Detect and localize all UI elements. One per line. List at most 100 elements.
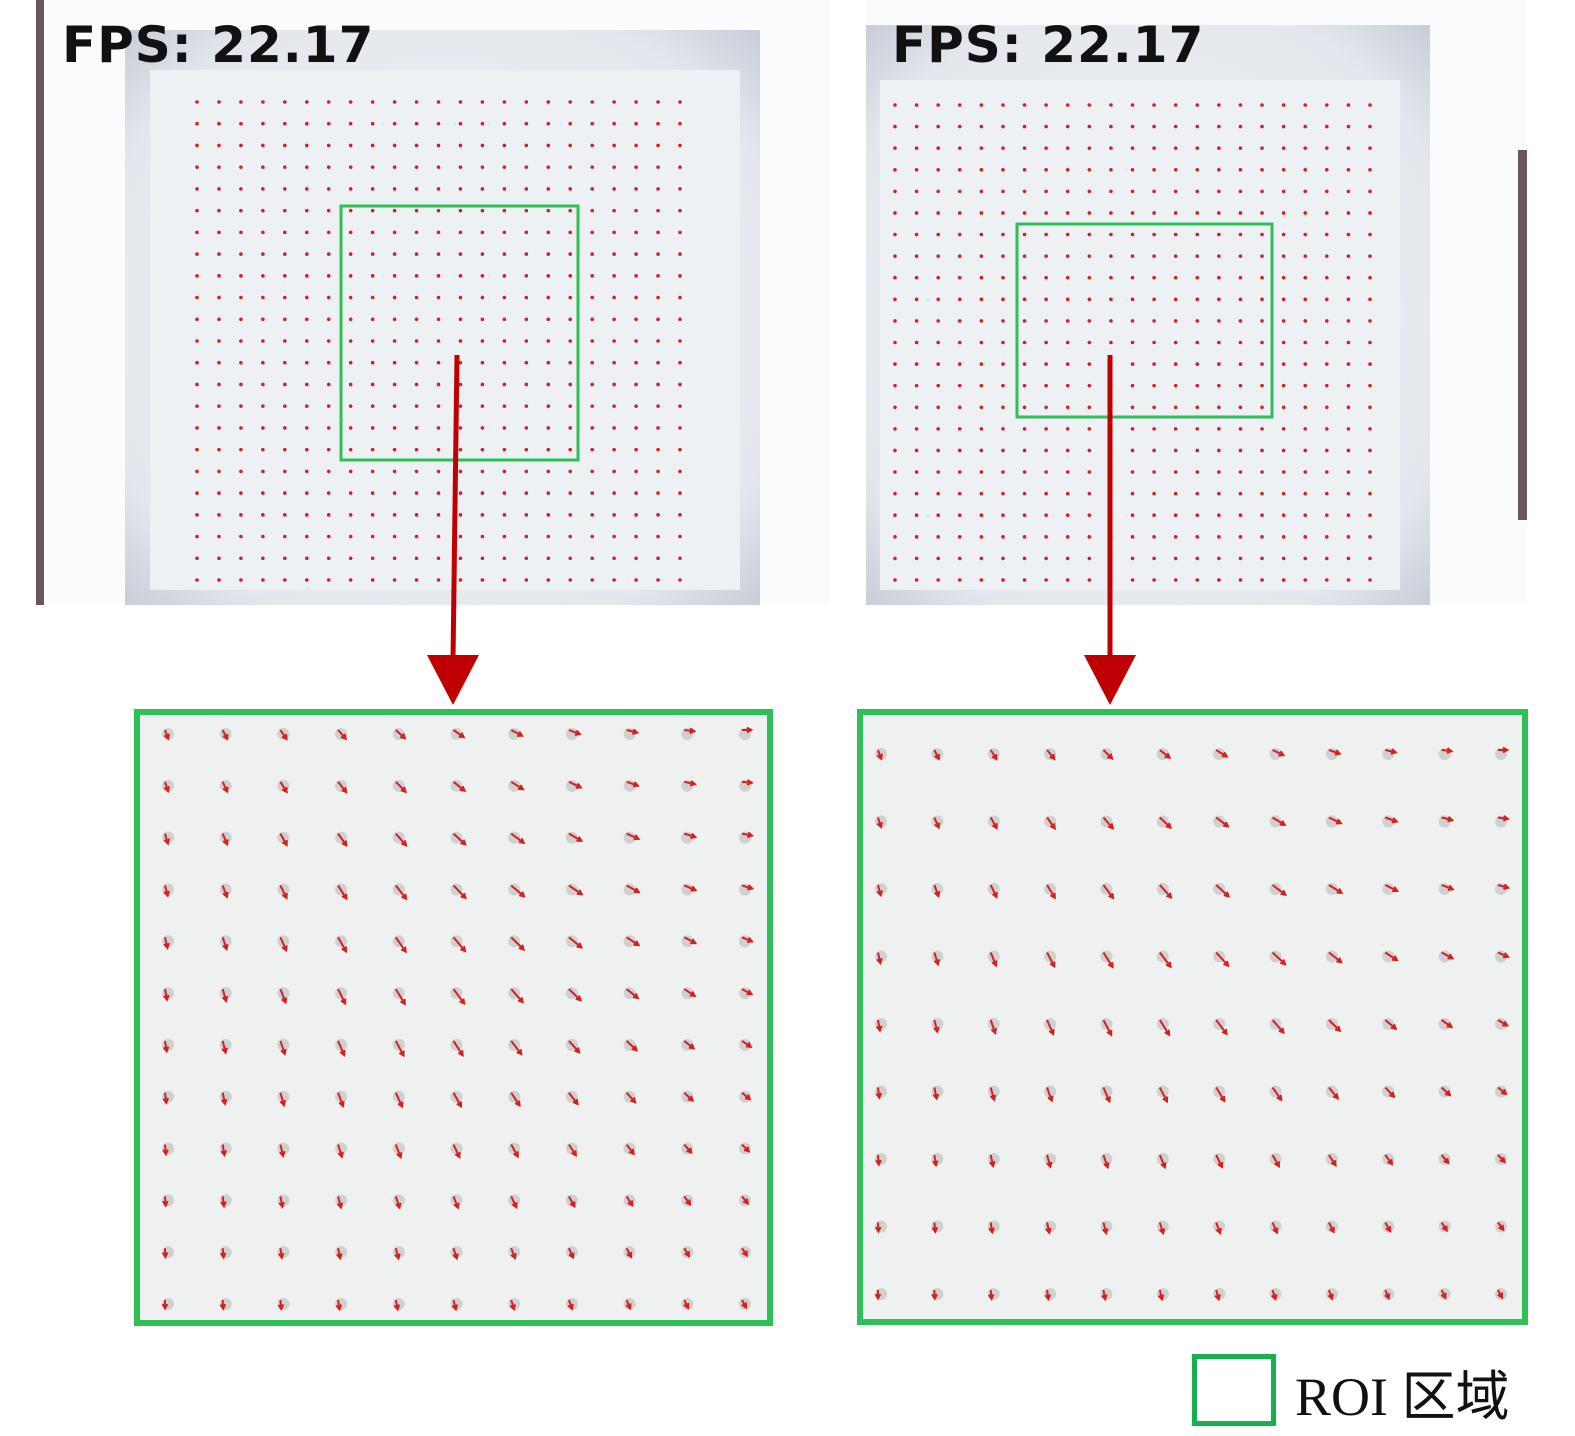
marker-dot [1173, 297, 1178, 302]
marker-dot [678, 187, 682, 191]
marker-dot [1368, 427, 1372, 431]
marker-dot [1281, 578, 1286, 582]
roi-box-left [339, 204, 580, 462]
marker-dot [480, 426, 485, 430]
marker-dot [1001, 167, 1005, 172]
displacement-arrow [452, 1195, 460, 1210]
marker-dot [1001, 513, 1005, 518]
marker-dot [936, 146, 940, 150]
marker-dot [1173, 340, 1178, 345]
displacement-arrow [683, 832, 698, 840]
marker-dot [893, 383, 897, 388]
marker-dot [217, 382, 221, 387]
marker-dot [1044, 491, 1048, 496]
marker-dot [480, 360, 485, 365]
marker-dot [1217, 146, 1221, 150]
marker-dot [1065, 319, 1070, 323]
marker-dot [326, 491, 331, 495]
marker-dot [546, 469, 551, 474]
marker-dot [612, 447, 616, 452]
marker-dot [1260, 405, 1264, 410]
displacement-arrow [279, 781, 288, 794]
marker-dot [414, 121, 419, 126]
displacement-arrow [337, 781, 348, 794]
marker-dot [1260, 297, 1264, 302]
marker-dot [1173, 124, 1178, 129]
marker-dot [370, 513, 375, 517]
marker-dot [1001, 448, 1005, 453]
marker-dot [590, 404, 594, 408]
marker-dot [1087, 470, 1092, 474]
marker-dot [1368, 297, 1372, 302]
marker-dot [392, 426, 397, 430]
marker-dot [1346, 124, 1351, 129]
marker-dot [546, 339, 551, 343]
marker-dot [524, 295, 529, 300]
displacement-arrow [337, 1040, 346, 1057]
displacement-arrow [161, 1248, 169, 1260]
marker-dot [979, 578, 984, 582]
marker-dot [370, 339, 375, 343]
marker-dot [1325, 405, 1329, 410]
marker-dot [546, 426, 551, 430]
marker-dot [893, 578, 897, 582]
displacement-arrow [989, 1154, 996, 1169]
marker-dot [1281, 146, 1286, 150]
marker-dot [1065, 383, 1070, 388]
marker-dot [1195, 254, 1200, 258]
marker-dot [239, 360, 243, 365]
marker-dot [1109, 232, 1113, 237]
marker-dot [1022, 146, 1027, 150]
marker-dot [678, 165, 682, 169]
marker-dot [239, 469, 243, 474]
marker-dot [326, 513, 331, 517]
marker-dot [1303, 146, 1308, 150]
marker-dot [1152, 297, 1156, 302]
marker-dot [1217, 535, 1221, 539]
marker-dot [568, 382, 573, 387]
marker-dot [524, 121, 529, 126]
displacement-arrow [1384, 816, 1399, 824]
marker-dot [568, 208, 573, 213]
marker-dot [239, 339, 243, 343]
displacement-arrow [1441, 1019, 1454, 1029]
marker-dot [936, 427, 940, 431]
displacement-arrow [741, 831, 755, 839]
marker-dot [502, 513, 507, 517]
displacement-arrow [741, 1040, 753, 1048]
marker-shadow [219, 1194, 232, 1207]
marker-shadow [931, 1220, 944, 1233]
marker-dot [370, 447, 375, 452]
marker-dot [261, 382, 265, 387]
marker-dot [656, 295, 660, 300]
displacement-arrow [989, 1087, 997, 1102]
marker-dot [458, 187, 463, 191]
marker-dot [304, 556, 309, 561]
marker-dot [195, 534, 199, 539]
marker-dot [1130, 513, 1135, 518]
marker-dot [678, 556, 682, 561]
marker-dot [1217, 167, 1221, 172]
marker-dot [893, 232, 897, 237]
marker-dot [1303, 470, 1308, 474]
marker-dot [612, 230, 616, 235]
marker-dot [1130, 189, 1135, 194]
marker-dot [1368, 578, 1372, 582]
marker-dot [568, 295, 573, 300]
marker-dot [239, 534, 243, 539]
marker-dot [392, 360, 397, 365]
zoom-panel-left [134, 709, 773, 1326]
displacement-arrow [683, 1247, 691, 1258]
marker-dot [1152, 535, 1156, 539]
marker-dot [195, 513, 199, 517]
marker-dot [261, 404, 265, 408]
marker-dot [348, 339, 353, 343]
marker-dot [348, 252, 353, 256]
marker-dot [392, 100, 397, 104]
marker-dot [1195, 232, 1200, 237]
marker-dot [414, 382, 419, 387]
displacement-arrow [1328, 951, 1343, 964]
marker-dot [348, 534, 353, 539]
marker-dot [1109, 103, 1113, 107]
displacement-arrow [279, 833, 288, 847]
